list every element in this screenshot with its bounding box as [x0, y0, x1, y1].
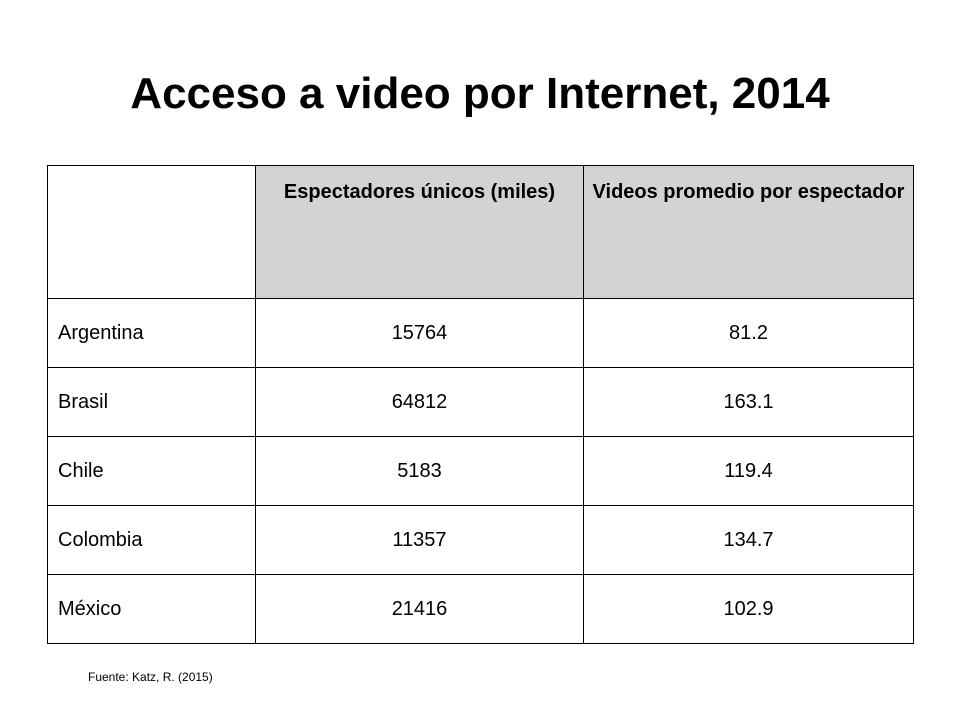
table-header-avg-videos: Videos promedio por espectador [583, 165, 914, 299]
country-cell: Chile [47, 436, 256, 506]
viewers-cell: 21416 [255, 574, 584, 644]
table-row: Colombia 11357 134.7 [47, 505, 914, 575]
table-row: Argentina 15764 81.2 [47, 298, 914, 368]
table-row: Brasil 64812 163.1 [47, 367, 914, 437]
table-header-blank [47, 165, 256, 299]
viewers-cell: 15764 [255, 298, 584, 368]
avg-videos-cell: 163.1 [583, 367, 914, 437]
source-note: Fuente: Katz, R. (2015) [88, 670, 213, 684]
country-cell: México [47, 574, 256, 644]
avg-videos-cell: 119.4 [583, 436, 914, 506]
avg-videos-cell: 102.9 [583, 574, 914, 644]
data-table: Espectadores únicos (miles) Videos prome… [47, 165, 914, 644]
viewers-cell: 11357 [255, 505, 584, 575]
table-header-viewers: Espectadores únicos (miles) [255, 165, 584, 299]
table-row: Chile 5183 119.4 [47, 436, 914, 506]
table-row: México 21416 102.9 [47, 574, 914, 644]
avg-videos-cell: 81.2 [583, 298, 914, 368]
viewers-cell: 64812 [255, 367, 584, 437]
slide-title: Acceso a video por Internet, 2014 [130, 69, 830, 118]
country-cell: Colombia [47, 505, 256, 575]
table-header-row: Espectadores únicos (miles) Videos prome… [47, 165, 914, 299]
avg-videos-cell: 134.7 [583, 505, 914, 575]
country-cell: Argentina [47, 298, 256, 368]
country-cell: Brasil [47, 367, 256, 437]
viewers-cell: 5183 [255, 436, 584, 506]
